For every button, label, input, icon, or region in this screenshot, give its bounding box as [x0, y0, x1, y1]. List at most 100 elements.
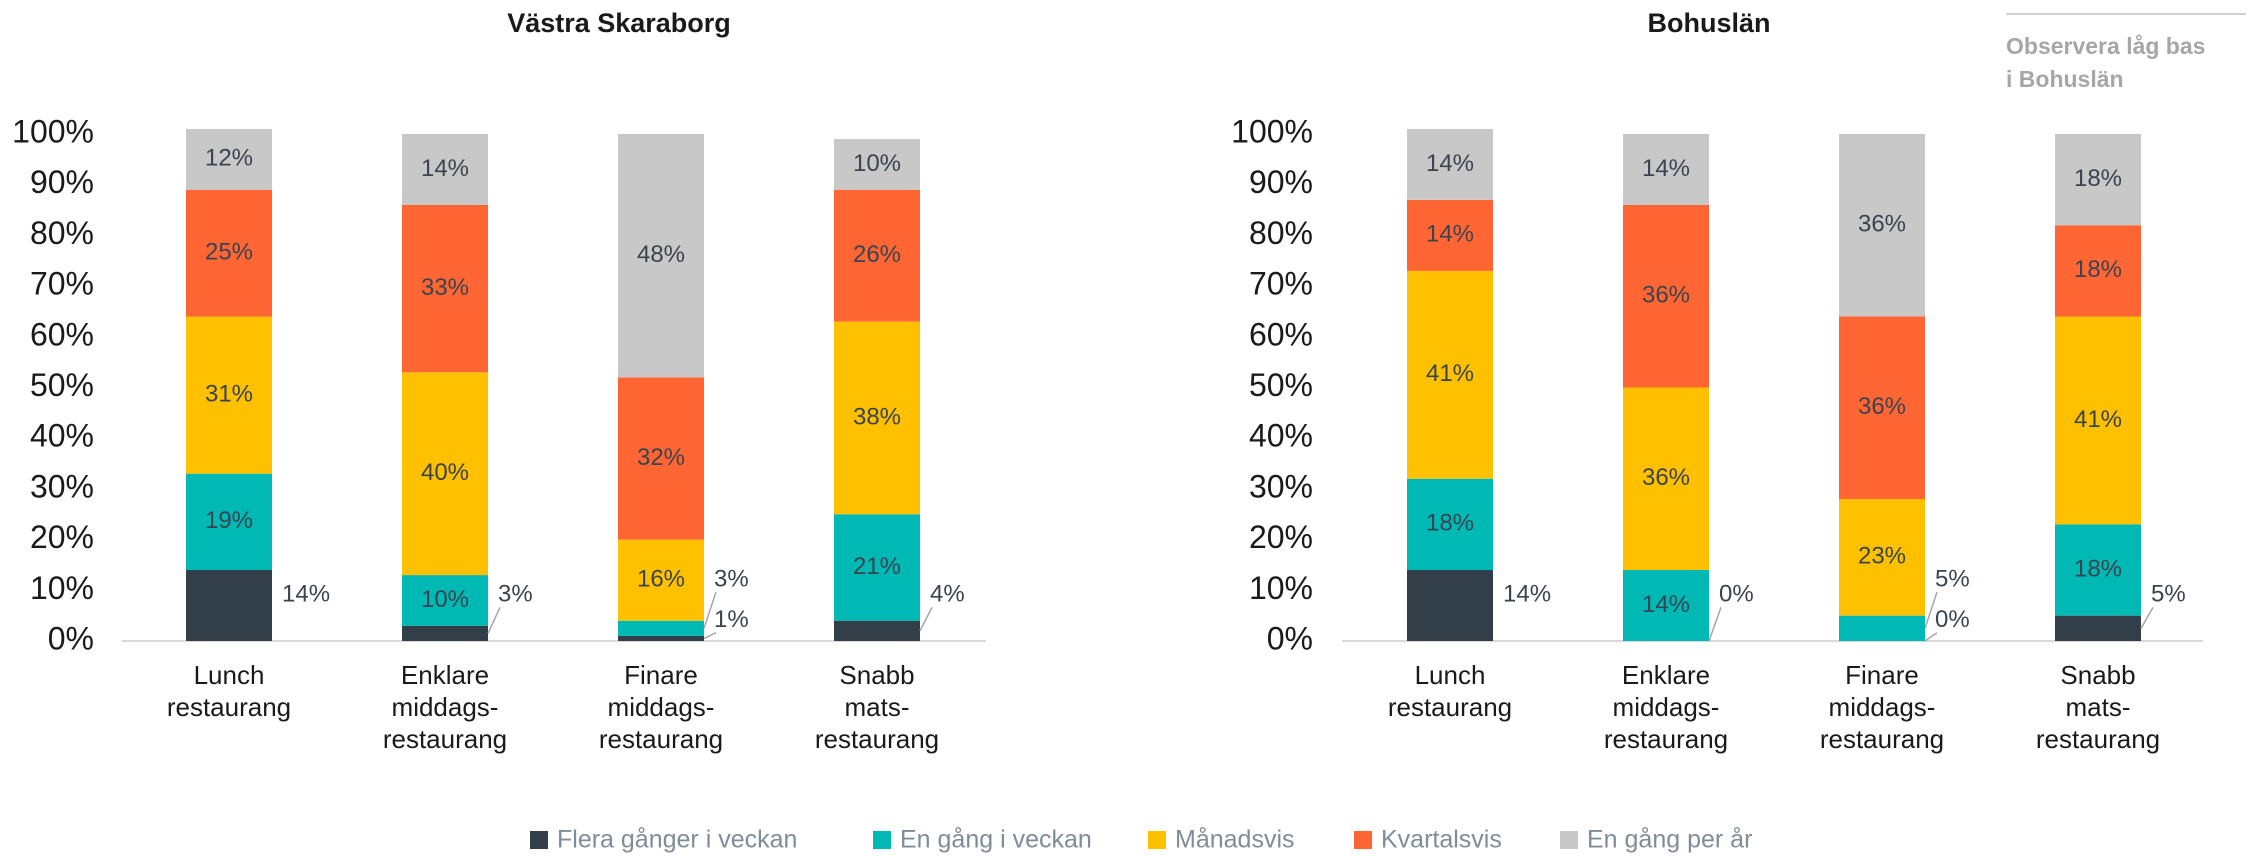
bar-segment [618, 539, 704, 621]
data-label: 12% [205, 145, 253, 172]
leader-line [1924, 632, 1938, 642]
x-tick-line: Lunch [194, 660, 265, 690]
data-label: 31% [205, 380, 253, 407]
bar-segment [402, 372, 488, 576]
bar-segment [1839, 615, 1925, 641]
data-label: 5% [2151, 581, 2186, 608]
data-label: 14% [421, 155, 469, 182]
legend-label: En gång i veckan [900, 826, 1092, 854]
chart-title: Västra Skaraborg [507, 8, 731, 38]
legend-label: Månadsvis [1175, 826, 1295, 854]
legend-label: En gång per år [1587, 826, 1752, 854]
bar-segment [618, 377, 704, 540]
bar-segment [1407, 199, 1493, 271]
bar-segment [2055, 134, 2141, 226]
x-tick-line: Lunch [1415, 660, 1486, 690]
x-tick-line: mats- [2066, 692, 2131, 722]
y-tick-label: 20% [30, 519, 94, 555]
bar-segment [402, 134, 488, 205]
y-tick-label: 70% [1249, 266, 1313, 302]
bar-segment [1407, 570, 1493, 641]
bar-segment [186, 473, 272, 571]
leader-line [1708, 607, 1722, 642]
x-tick-line: Finare [1845, 660, 1919, 690]
x-tick-line: Enklare [401, 660, 489, 690]
x-tick-line: middags- [392, 692, 499, 722]
legend-swatch [530, 831, 548, 849]
data-label: 14% [282, 581, 330, 608]
bar-segment [1623, 570, 1709, 641]
bar-segment [186, 316, 272, 474]
data-label: 25% [205, 238, 253, 265]
data-label: 18% [2074, 555, 2122, 582]
y-tick-label: 50% [30, 367, 94, 403]
chart-title: Bohuslän [1647, 8, 1770, 38]
y-tick-label: 80% [30, 215, 94, 251]
bar-segment [1407, 270, 1493, 479]
data-label: 0% [1935, 606, 1970, 633]
x-tick-line: Finare [624, 660, 698, 690]
bar-segment [1407, 128, 1493, 200]
bar-segment [186, 189, 272, 317]
data-label: 36% [1642, 282, 1690, 309]
bar-segment [834, 620, 920, 641]
data-label: 10% [421, 586, 469, 613]
leader-line [703, 632, 717, 640]
data-label: 26% [853, 241, 901, 268]
legend-swatch [1354, 831, 1372, 849]
y-tick-label: 100% [1231, 113, 1313, 149]
data-label: 16% [637, 566, 685, 593]
data-label: 38% [853, 403, 901, 430]
data-label: 40% [421, 459, 469, 486]
note: i Bohuslän [2006, 66, 2124, 92]
x-tick-line: Enklare [1622, 660, 1710, 690]
x-tick-label: Enklare middags-restaurang [1604, 660, 1728, 754]
data-label: 5% [1935, 566, 1970, 593]
data-label: 14% [1642, 155, 1690, 182]
leader-line [487, 607, 501, 634]
y-tick-label: 10% [1249, 570, 1313, 606]
data-label: 21% [853, 553, 901, 580]
x-tick-line: restaurang [2036, 724, 2160, 754]
x-tick-line: restaurang [1388, 692, 1512, 722]
data-label: 10% [853, 150, 901, 177]
y-tick-label: 20% [1249, 519, 1313, 555]
bar-segment [2055, 615, 2141, 641]
bar-segment [402, 204, 488, 373]
x-tick-line: restaurang [815, 724, 939, 754]
y-tick-label: 90% [1249, 164, 1313, 200]
data-label: 32% [637, 444, 685, 471]
data-label: 14% [1426, 150, 1474, 177]
leader-line [1924, 591, 1938, 629]
y-tick-label: 50% [1249, 367, 1313, 403]
bar-segment [186, 570, 272, 641]
data-label: 14% [1503, 581, 1551, 608]
x-tick-label: Finare middags-restaurang [1820, 660, 1944, 754]
x-tick-line: mats- [845, 692, 910, 722]
bar-segment [2055, 524, 2141, 616]
bar-segment [1623, 204, 1709, 388]
data-label: 23% [1858, 543, 1906, 570]
x-tick-label: Finare middags-restaurang [599, 660, 723, 754]
data-label: 18% [1426, 510, 1474, 537]
data-label: 3% [714, 566, 749, 593]
x-tick-line: Snabb [839, 660, 914, 690]
x-tick-line: Snabb [2060, 660, 2135, 690]
bar-segment [1407, 478, 1493, 571]
y-tick-label: 30% [30, 468, 94, 504]
bar-segment [2055, 316, 2141, 525]
y-tick-label: 0% [48, 620, 94, 656]
x-tick-line: restaurang [599, 724, 723, 754]
x-tick-line: restaurang [1820, 724, 1944, 754]
x-tick-line: restaurang [167, 692, 291, 722]
legend-swatch [873, 831, 891, 849]
x-tick-line: restaurang [383, 724, 507, 754]
data-label: 1% [714, 606, 749, 633]
note: Observera låg bas [2006, 33, 2205, 59]
bar-segment [1839, 316, 1925, 500]
bar-segment [1623, 134, 1709, 205]
bar-segment [618, 635, 704, 641]
data-label: 41% [2074, 406, 2122, 433]
bar-segment [834, 139, 920, 190]
x-tick-label: Lunch restaurang [167, 660, 291, 722]
